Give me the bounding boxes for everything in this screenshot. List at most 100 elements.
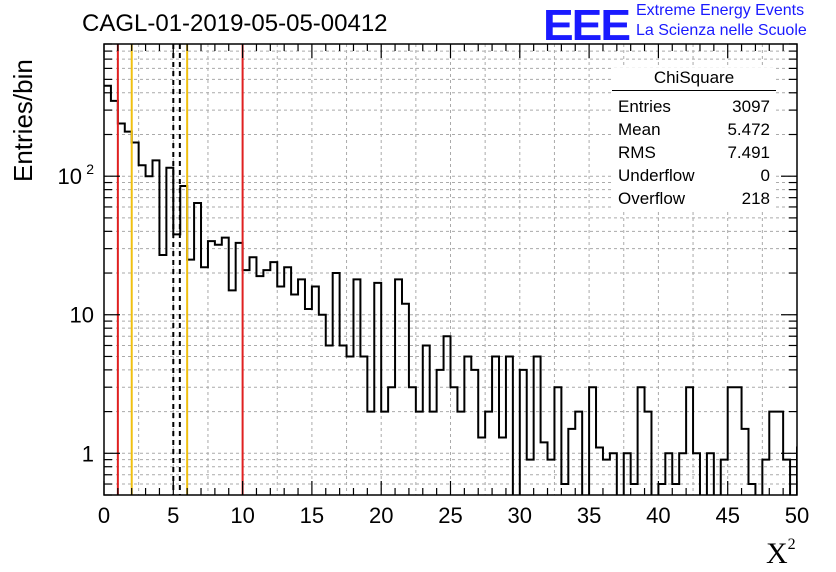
logo-line-1: Extreme Energy Events xyxy=(636,2,805,19)
histogram-bin xyxy=(548,460,555,495)
histogram-bin xyxy=(104,86,111,495)
histogram-bin xyxy=(783,460,790,495)
x-tick-label: 50 xyxy=(785,503,809,528)
histogram-bin xyxy=(180,186,187,495)
histogram-bin xyxy=(347,356,354,495)
histogram-bin xyxy=(638,387,645,495)
histogram-bin xyxy=(256,276,263,495)
histogram-bin xyxy=(672,484,679,495)
histogram-bin xyxy=(534,356,541,495)
x-tick-label: 0 xyxy=(98,503,110,528)
histogram-bin xyxy=(194,203,201,495)
histogram-bin xyxy=(561,484,568,495)
logo-line-2: La Scienza nelle Scuole xyxy=(636,22,807,39)
x-tick-label: 10 xyxy=(230,503,254,528)
y-tick-label-sup: 2 xyxy=(86,161,94,177)
histogram-bin xyxy=(159,255,166,495)
x-tick-label: 35 xyxy=(577,503,601,528)
x-axis-label-sup: 2 xyxy=(787,536,796,553)
stats-row-mean: Mean 5.472 xyxy=(612,118,776,141)
histogram-bin xyxy=(506,356,513,495)
x-tick-label: 25 xyxy=(438,503,462,528)
stats-value: 3097 xyxy=(732,97,770,116)
histogram-bin xyxy=(132,143,139,495)
histogram-bin xyxy=(111,101,118,495)
histogram-bin xyxy=(388,387,395,495)
histogram-bin xyxy=(762,460,769,495)
histogram-bin xyxy=(471,370,478,495)
histogram-bin xyxy=(554,387,561,495)
histogram-bin xyxy=(312,286,319,495)
histogram-bin xyxy=(797,448,804,495)
x-tick-label: 15 xyxy=(300,503,324,528)
histogram-bin xyxy=(464,356,471,495)
histogram-bin xyxy=(568,429,575,495)
stats-row-rms: RMS 7.491 xyxy=(612,141,776,164)
stats-row-underflow: Underflow 0 xyxy=(612,164,776,187)
stats-label: Overflow xyxy=(618,189,686,208)
x-tick-label: 30 xyxy=(508,503,532,528)
stats-row-overflow: Overflow 218 xyxy=(612,187,776,210)
histogram-bin xyxy=(284,267,291,495)
y-tick-label: 1 xyxy=(82,441,94,466)
histogram-bin xyxy=(527,460,534,495)
histogram-bin xyxy=(118,124,125,495)
page-title: CAGL-01-2019-05-05-00412 xyxy=(82,10,388,37)
histogram-bin xyxy=(409,387,416,495)
histogram-bin xyxy=(541,442,548,495)
histogram-bin xyxy=(603,460,610,495)
x-tick-label: 45 xyxy=(715,503,739,528)
histogram-bin xyxy=(742,429,749,495)
stats-value: 7.491 xyxy=(727,143,770,162)
y-axis-label: Entries/bin xyxy=(8,59,38,182)
stats-row-entries: Entries 3097 xyxy=(612,95,776,118)
stats-value: 218 xyxy=(741,189,770,208)
stats-title: ChiSquare xyxy=(612,68,776,91)
histogram-bin xyxy=(596,448,603,495)
histogram-bin xyxy=(735,387,742,495)
x-axis-label-base: X xyxy=(766,537,788,570)
histogram-bin xyxy=(423,345,430,495)
histogram-bin xyxy=(125,132,132,495)
histogram-bin xyxy=(277,286,284,495)
stats-box: ChiSquare Entries 3097 Mean 5.472 RMS 7.491… xyxy=(612,68,776,210)
stats-value: 0 xyxy=(760,166,770,185)
histogram-bin xyxy=(360,356,367,495)
histogram-bin xyxy=(721,460,728,495)
histogram-bin xyxy=(492,356,499,495)
histogram-bin xyxy=(748,484,755,495)
stats-label: Entries xyxy=(618,97,671,116)
histogram-bin xyxy=(658,484,665,495)
x-tick-label: 5 xyxy=(167,503,179,528)
histogram-bin xyxy=(333,273,340,495)
histogram-bin xyxy=(520,370,527,495)
histogram-bin xyxy=(291,295,298,495)
y-tick-label: 10 xyxy=(58,164,82,189)
histogram-bin xyxy=(236,243,243,495)
histogram-bin xyxy=(437,370,444,495)
histogram-bin xyxy=(222,238,229,495)
histogram-bin xyxy=(728,387,735,495)
y-tick-label: 10 xyxy=(70,303,94,328)
stats-label: RMS xyxy=(618,143,656,162)
histogram-bin xyxy=(589,387,596,495)
histogram-bin xyxy=(243,270,250,495)
histogram-bin xyxy=(451,387,458,495)
histogram-bin xyxy=(631,484,638,495)
histogram-bin xyxy=(139,165,146,495)
histogram-bin xyxy=(201,267,208,495)
histogram-bin xyxy=(263,270,270,495)
histogram-bin xyxy=(146,176,153,495)
stats-label: Mean xyxy=(618,120,661,139)
histogram-bin xyxy=(208,241,215,495)
histogram-bin xyxy=(166,168,173,495)
x-axis-label: X2 xyxy=(766,536,796,571)
histogram-bin xyxy=(340,345,347,495)
stats-value: 5.472 xyxy=(727,120,770,139)
eee-logo: EEE xyxy=(543,0,631,50)
x-tick-label: 40 xyxy=(646,503,670,528)
stats-label: Underflow xyxy=(618,166,695,185)
histogram-bin xyxy=(686,387,693,495)
histogram-bin xyxy=(444,336,451,495)
histogram-bin xyxy=(326,345,333,495)
